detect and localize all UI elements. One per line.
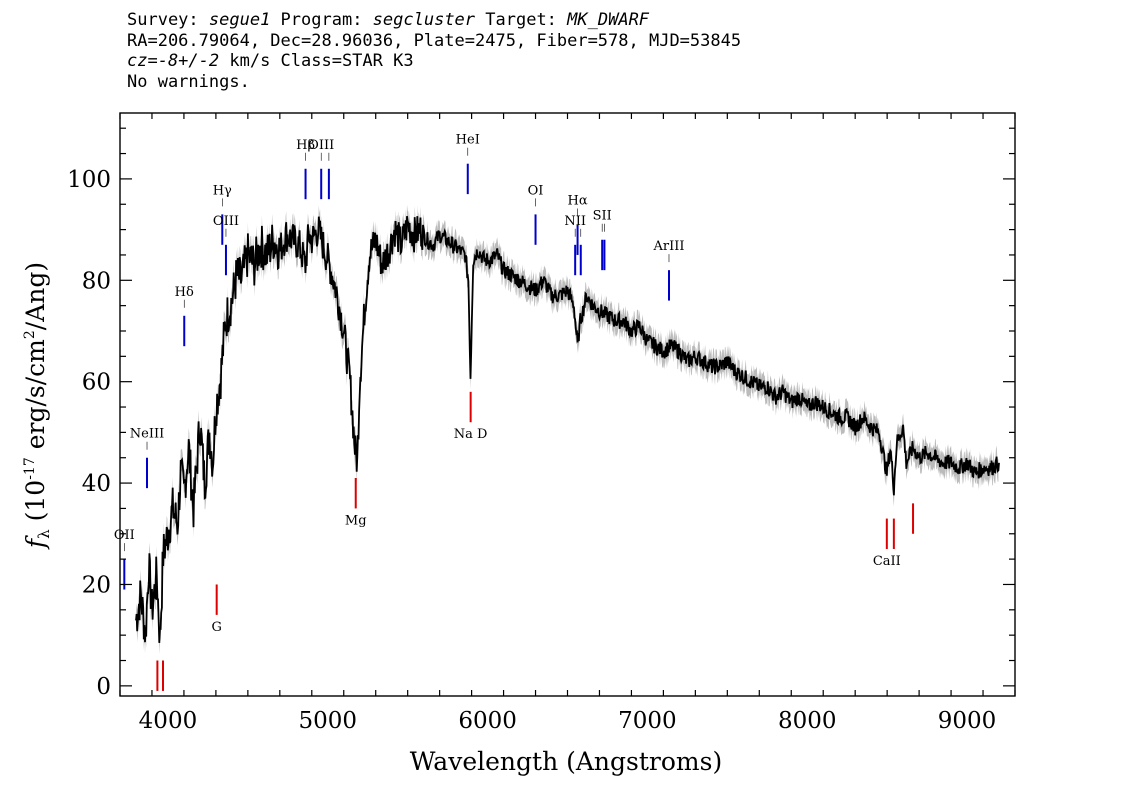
header-segment: Survey: bbox=[127, 10, 209, 30]
y-tick-label: 80 bbox=[82, 268, 111, 294]
header-segment: MK_DWARF bbox=[567, 10, 650, 30]
header-warnings-line: No warnings. bbox=[127, 71, 250, 92]
y-axis-title: fλ (10-17 erg/s/cm2/Ang) bbox=[21, 262, 53, 550]
header-segment: Target: bbox=[475, 10, 568, 30]
absorption-line-label: G bbox=[211, 620, 221, 635]
x-tick-label: 5000 bbox=[298, 708, 357, 734]
plot-axes: 4000 5000 6000 7000 8000 9000 0 20 40 60 80 100 bbox=[67, 112, 1016, 734]
emission-line-label: HeI bbox=[456, 133, 480, 148]
emission-line-label: Hα bbox=[568, 194, 588, 209]
emission-line-label: OIII bbox=[213, 214, 239, 229]
absorption-line-label: Na D bbox=[454, 427, 488, 442]
header-survey-line: Survey: segue1 Program: segcluster Targe… bbox=[127, 10, 741, 31]
header-redshift-class-line: cz=-8+/-2 km/s Class=STAR K3 bbox=[127, 51, 741, 72]
emission-line-label: Hβ bbox=[296, 138, 315, 153]
emission-line-label: Hδ bbox=[175, 285, 194, 300]
header-segment: segue1 bbox=[208, 10, 271, 30]
emission-line-label: SII bbox=[593, 209, 612, 224]
y-tick-label: 40 bbox=[82, 471, 111, 497]
header-segment: km/s Class=STAR K3 bbox=[219, 51, 414, 71]
y-tick-label: 60 bbox=[82, 370, 111, 396]
emission-line-label: Hγ bbox=[213, 183, 232, 198]
x-tick-label: 6000 bbox=[458, 708, 517, 734]
error-band bbox=[136, 204, 999, 654]
header-coordinates-line: RA=206.79064, Dec=28.96036, Plate=2475, … bbox=[127, 30, 742, 51]
x-tick-label: 4000 bbox=[139, 708, 198, 734]
emission-line-label: OIII bbox=[308, 138, 334, 153]
emission-line-label: NII bbox=[564, 214, 586, 229]
x-tick-label: 9000 bbox=[938, 708, 997, 734]
absorption-line-label: Mg bbox=[345, 513, 367, 528]
x-tick-label: 8000 bbox=[778, 708, 837, 734]
y-tick-label: 20 bbox=[82, 572, 111, 598]
header-segment: Program: bbox=[270, 10, 373, 30]
spectrum-series bbox=[135, 215, 1000, 643]
header-segment: cz=-8+/-2 bbox=[127, 51, 220, 71]
y-tick-label: 0 bbox=[96, 674, 111, 700]
emission-line-label: OII bbox=[114, 528, 135, 543]
absorption-line-label: CaII bbox=[873, 554, 901, 569]
emission-line-label: OI bbox=[528, 183, 544, 198]
emission-line-label: NeIII bbox=[130, 427, 164, 442]
emission-line-label: ArIII bbox=[652, 239, 684, 254]
x-tick-label: 7000 bbox=[618, 708, 677, 734]
y-tick-label: 100 bbox=[67, 167, 111, 193]
error-band-area bbox=[136, 204, 999, 654]
x-axis-title: Wavelength (Angstroms) bbox=[410, 747, 722, 776]
header-segment: segcluster bbox=[372, 10, 476, 30]
spectrum-line bbox=[135, 215, 1000, 643]
spectrum-header: Survey: segue1 Program: segcluster Targe… bbox=[127, 10, 741, 92]
